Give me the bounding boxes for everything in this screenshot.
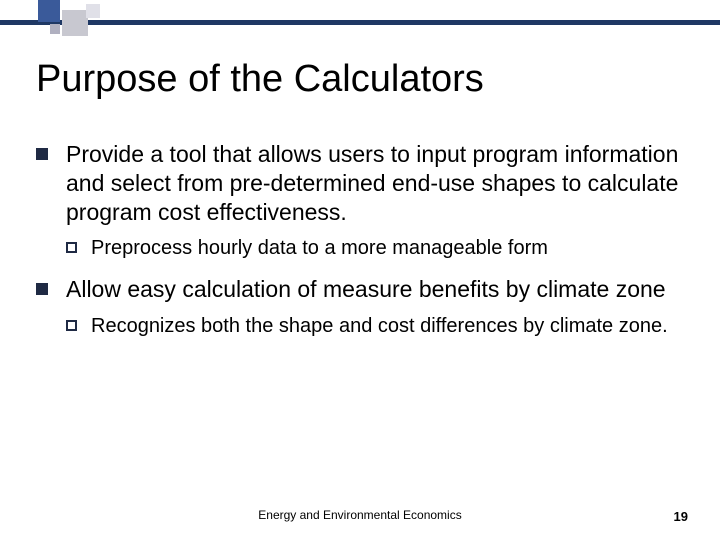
- slide-content: Provide a tool that allows users to inpu…: [36, 140, 684, 353]
- footer-text: Energy and Environmental Economics: [0, 508, 720, 522]
- decoration-bar: [0, 20, 720, 25]
- sub-bullet-text: Recognizes both the shape and cost diffe…: [91, 314, 668, 339]
- decoration-square-icon: [86, 4, 100, 18]
- slide-top-decoration: [0, 0, 720, 40]
- bullet-level2: Preprocess hourly data to a more managea…: [66, 236, 684, 261]
- slide-title: Purpose of the Calculators: [36, 58, 484, 101]
- hollow-square-icon: [66, 242, 77, 253]
- sub-bullet-text: Preprocess hourly data to a more managea…: [91, 236, 548, 261]
- filled-square-icon: [36, 283, 48, 295]
- bullet-text: Allow easy calculation of measure benefi…: [66, 275, 666, 304]
- decoration-square-icon: [38, 0, 60, 22]
- hollow-square-icon: [66, 320, 77, 331]
- bullet-level1: Provide a tool that allows users to inpu…: [36, 140, 684, 226]
- bullet-level1: Allow easy calculation of measure benefi…: [36, 275, 684, 304]
- filled-square-icon: [36, 148, 48, 160]
- bullet-level2: Recognizes both the shape and cost diffe…: [66, 314, 684, 339]
- bullet-text: Provide a tool that allows users to inpu…: [66, 140, 684, 226]
- decoration-square-icon: [62, 10, 88, 36]
- page-number: 19: [674, 509, 688, 524]
- decoration-square-icon: [50, 24, 60, 34]
